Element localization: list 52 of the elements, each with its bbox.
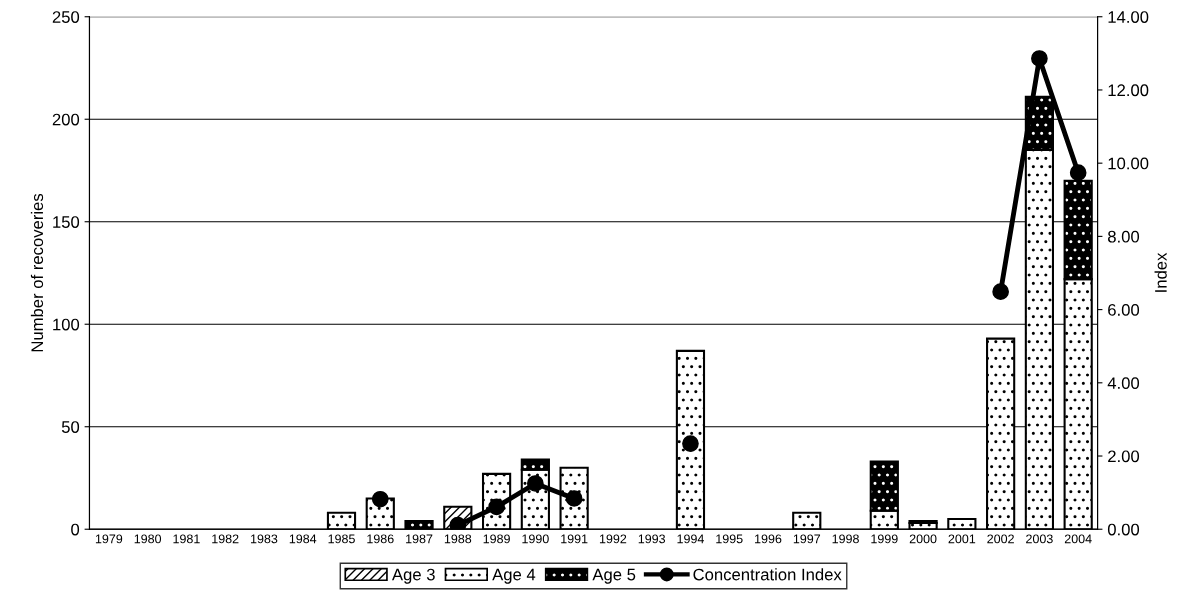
x-tick-label: 2000 xyxy=(909,534,937,544)
x-tick-label: 1980 xyxy=(134,534,162,544)
x-tick-label: 1988 xyxy=(444,534,472,544)
x-tick-label: 1987 xyxy=(406,534,433,544)
y-tick-label: 200 xyxy=(52,113,80,126)
y2-tick-label: 4.00 xyxy=(1107,377,1140,390)
y-tick-label: 150 xyxy=(53,216,80,228)
y-tick-label: 0 xyxy=(71,523,80,536)
point xyxy=(682,435,699,452)
x-tick-label: 2002 xyxy=(987,534,1014,544)
y2-axis-title: Index xyxy=(1154,252,1167,292)
x-tick-label: 1993 xyxy=(638,534,666,544)
y-axis-title: Number of recoveries xyxy=(30,193,44,352)
point xyxy=(1031,50,1048,67)
point xyxy=(371,490,389,508)
x-tick-label: 1997 xyxy=(793,534,821,544)
x-tick-label: 1983 xyxy=(251,534,278,544)
legend-label: Concentration Index xyxy=(693,568,842,581)
x-tick-label: 1984 xyxy=(289,534,317,544)
y-tick-label: 250 xyxy=(52,11,80,23)
legend-label: Age 4 xyxy=(492,568,536,584)
x-tick-label: 1991 xyxy=(561,534,588,544)
x-tick-label: 1994 xyxy=(677,534,704,544)
x-tick-label: 1979 xyxy=(95,534,123,544)
x-tick-label: 1981 xyxy=(173,534,200,544)
x-tick-label: 1982 xyxy=(212,534,239,544)
x-tick-label: 1985 xyxy=(328,534,355,544)
x-tick-label: 1986 xyxy=(367,534,394,544)
y2-tick-label: 0.00 xyxy=(1107,523,1140,536)
x-tick-label: 1999 xyxy=(871,534,898,544)
point xyxy=(527,475,544,492)
x-tick-label: 1996 xyxy=(755,534,782,544)
point xyxy=(992,283,1009,300)
y-tick-label: 50 xyxy=(61,421,80,433)
y2-tick-label: 2.00 xyxy=(1108,450,1140,463)
x-tick-label: 2001 xyxy=(948,534,976,544)
point xyxy=(1069,164,1087,182)
y-tick-label: 100 xyxy=(53,318,80,331)
legend-label: Age 5 xyxy=(592,568,636,584)
x-tick-label: 1995 xyxy=(716,534,743,544)
x-tick-label: 1992 xyxy=(599,534,627,544)
x-tick-label: 1998 xyxy=(832,534,859,544)
y2-tick-label: 14.00 xyxy=(1108,11,1149,23)
x-tick-label: 2004 xyxy=(1064,534,1092,544)
x-tick-label: 1989 xyxy=(483,534,510,544)
y2-tick-label: 12.00 xyxy=(1108,84,1149,97)
y2-tick-label: 6.00 xyxy=(1108,303,1140,316)
x-tick-label: 1990 xyxy=(522,534,549,544)
legend-label: Age 3 xyxy=(391,568,435,584)
y2-tick-label: 8.00 xyxy=(1108,230,1140,243)
y2-tick-label: 10.00 xyxy=(1108,157,1149,170)
x-tick-label: 2003 xyxy=(1026,534,1053,544)
